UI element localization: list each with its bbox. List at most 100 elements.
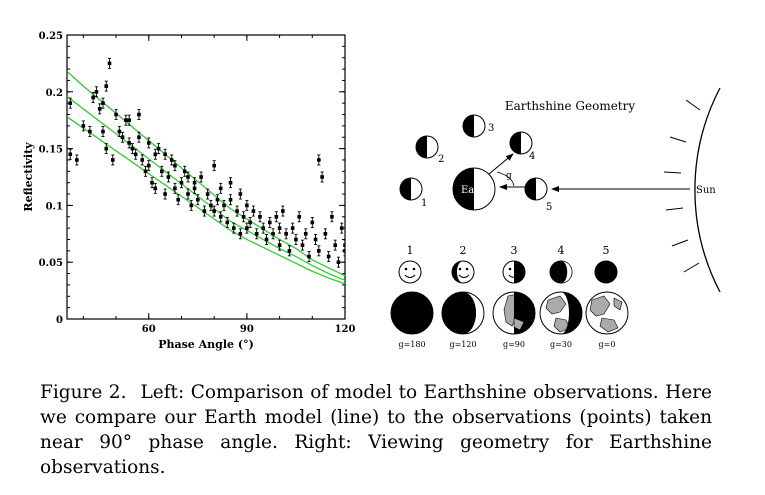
y-tick-label: 0.2: [46, 88, 63, 99]
moon-face-5: [594, 260, 618, 284]
observation-points: [68, 57, 345, 268]
point-marker: [153, 186, 158, 191]
earth-label: Earth: [461, 185, 490, 196]
point-marker: [169, 158, 174, 162]
point-marker: [133, 152, 138, 157]
x-tick-label: 90: [240, 324, 254, 335]
point-marker: [310, 220, 315, 225]
point-marker: [235, 209, 239, 213]
data-point: [212, 205, 216, 217]
point-marker: [264, 237, 269, 242]
data-point: [251, 205, 256, 217]
model-line: [67, 95, 345, 281]
point-marker: [212, 209, 216, 213]
data-point: [274, 211, 279, 223]
data-point: [290, 222, 295, 234]
moon-face-4: [549, 260, 573, 284]
data-point: [127, 114, 131, 126]
x-tick-label: 120: [335, 324, 356, 335]
data-point: [173, 160, 177, 172]
point-marker: [202, 209, 207, 213]
moon-position-2: 2: [415, 135, 444, 165]
data-point: [179, 177, 184, 189]
phase-angle-arc: [496, 171, 515, 187]
data-point: [225, 216, 230, 228]
data-point: [248, 216, 252, 228]
data-point: [264, 234, 269, 245]
data-point: [323, 228, 328, 240]
sun-ray: [685, 99, 701, 111]
point-marker: [130, 146, 135, 151]
data-point: [254, 228, 259, 240]
point-marker: [104, 84, 109, 88]
data-point: [196, 194, 200, 206]
data-point: [277, 222, 282, 234]
point-marker: [241, 214, 246, 219]
point-marker: [303, 232, 308, 236]
data-point: [107, 57, 112, 69]
model-lines: [67, 70, 345, 285]
data-point: [163, 188, 167, 200]
data-point: [271, 228, 275, 240]
data-point: [189, 199, 194, 211]
y-axis-label: Reflectivity: [22, 142, 35, 212]
point-marker: [228, 180, 233, 185]
point-marker: [196, 197, 200, 202]
data-point: [104, 80, 109, 92]
moon-face-1: [398, 260, 422, 284]
point-marker: [222, 203, 226, 208]
data-point: [117, 126, 122, 138]
geometry-title: Earthshine Geometry: [505, 99, 636, 113]
moon-position-3: 3: [462, 114, 494, 138]
figure: 60 90 120 0 0.05 0.1 0.15 0.2 0.25 Phase Angle …: [22, 31, 721, 351]
y-tick-label: 0.05: [39, 258, 63, 269]
point-marker: [97, 107, 102, 111]
point-marker: [277, 226, 282, 230]
data-point: [326, 251, 331, 262]
point-marker: [209, 203, 213, 208]
plot-frame: [66, 34, 346, 320]
svg-text:3: 3: [488, 123, 494, 134]
data-point: [127, 137, 131, 149]
data-point: [182, 165, 187, 177]
data-point: [186, 171, 190, 183]
point-marker: [313, 237, 318, 242]
x-axis-label: Phase Angle (°): [158, 338, 254, 351]
point-marker: [104, 146, 109, 151]
svg-text:1: 1: [421, 198, 427, 209]
earth-phase-3: [492, 291, 536, 335]
data-point: [205, 188, 210, 200]
point-marker: [101, 129, 105, 134]
point-marker: [336, 260, 341, 264]
point-marker: [186, 175, 190, 179]
data-point: [173, 182, 177, 194]
data-point: [297, 211, 302, 223]
phase-number: 2: [460, 244, 467, 257]
point-marker: [326, 254, 331, 259]
point-marker: [323, 232, 328, 236]
y-tick-label: 0: [56, 315, 63, 326]
point-marker: [238, 232, 243, 236]
moon-face-3: [502, 260, 526, 284]
sun-ray: [683, 262, 700, 273]
data-point: [320, 171, 324, 183]
point-marker: [271, 232, 275, 236]
earthshine-arrow: [488, 153, 514, 175]
data-point: [303, 228, 308, 240]
data-point: [137, 131, 141, 143]
x-tick-label: 60: [142, 324, 156, 335]
point-marker: [101, 101, 105, 105]
point-marker: [320, 175, 324, 179]
data-point: [317, 154, 321, 166]
data-point: [110, 154, 115, 166]
caption-label: Figure 2.: [40, 382, 127, 403]
point-marker: [110, 158, 115, 162]
data-point: [218, 182, 223, 194]
data-point: [114, 109, 118, 120]
sun-ray: [665, 207, 684, 211]
data-point: [75, 154, 79, 166]
data-point: [202, 205, 207, 217]
data-point: [261, 222, 266, 234]
point-marker: [88, 129, 92, 134]
point-marker: [140, 158, 145, 162]
